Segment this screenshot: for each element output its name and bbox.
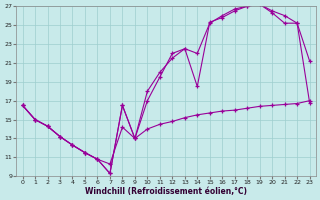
X-axis label: Windchill (Refroidissement éolien,°C): Windchill (Refroidissement éolien,°C) xyxy=(85,187,247,196)
